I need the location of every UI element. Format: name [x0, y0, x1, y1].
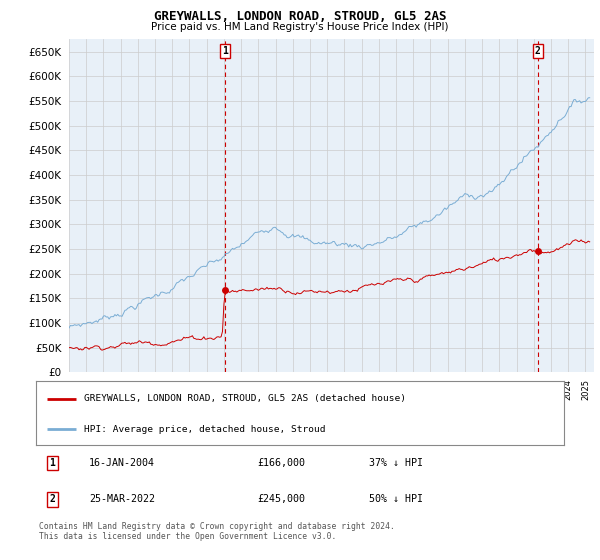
Text: 37% ↓ HPI: 37% ↓ HPI	[368, 458, 422, 468]
Text: 1: 1	[221, 46, 227, 56]
Text: GREYWALLS, LONDON ROAD, STROUD, GL5 2AS (detached house): GREYWALLS, LONDON ROAD, STROUD, GL5 2AS …	[83, 394, 406, 403]
Text: Contains HM Land Registry data © Crown copyright and database right 2024.
This d: Contains HM Land Registry data © Crown c…	[39, 522, 395, 542]
Text: £166,000: £166,000	[258, 458, 306, 468]
Text: £245,000: £245,000	[258, 494, 306, 504]
Text: Price paid vs. HM Land Registry's House Price Index (HPI): Price paid vs. HM Land Registry's House …	[151, 22, 449, 32]
Text: 25-MAR-2022: 25-MAR-2022	[89, 494, 155, 504]
Text: GREYWALLS, LONDON ROAD, STROUD, GL5 2AS: GREYWALLS, LONDON ROAD, STROUD, GL5 2AS	[154, 10, 446, 23]
Text: HPI: Average price, detached house, Stroud: HPI: Average price, detached house, Stro…	[83, 424, 325, 433]
Text: 2: 2	[535, 46, 541, 56]
Text: 1: 1	[49, 458, 55, 468]
Text: 50% ↓ HPI: 50% ↓ HPI	[368, 494, 422, 504]
Text: 16-JAN-2004: 16-JAN-2004	[89, 458, 155, 468]
Text: 2: 2	[49, 494, 55, 504]
